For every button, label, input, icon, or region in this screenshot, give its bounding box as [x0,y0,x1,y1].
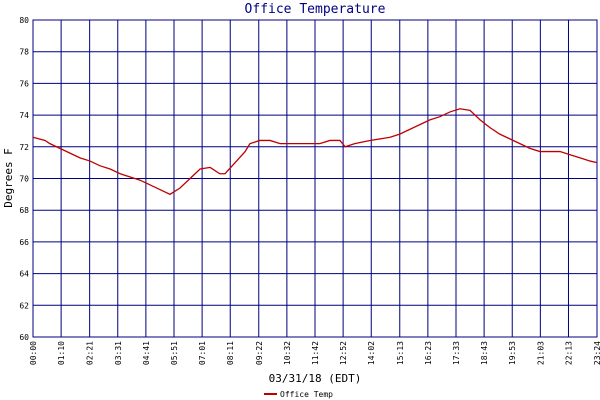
y-tick-label: 64 [19,270,29,279]
y-axis-label: Degrees F [2,148,15,208]
x-tick-label: 14:02 [367,341,376,365]
x-axis-label: 03/31/18 (EDT) [269,372,362,385]
data-line [32,108,598,196]
x-tick-label: 22:13 [564,341,573,365]
x-tick-label: 17:33 [452,341,461,365]
x-tick-label: 00:00 [29,341,38,365]
legend-label: Office Temp [280,390,333,399]
y-tick-label: 62 [19,301,29,310]
y-tick-label: 78 [19,48,29,57]
x-tick-label: 05:51 [170,341,179,365]
chart-title: Office Temperature [245,2,386,17]
x-tick-label: 09:22 [255,341,264,365]
y-tick-label: 68 [19,206,29,215]
y-tick-label: 70 [19,175,29,184]
y-tick-label: 74 [19,111,29,120]
x-tick-label: 18:43 [480,341,489,365]
x-tick-label: 11:42 [311,341,320,365]
x-tick-label: 02:21 [86,341,95,365]
x-tick-label: 15:13 [396,341,405,365]
y-tick-label: 60 [19,333,29,342]
x-tick-label: 04:41 [142,341,151,365]
x-tick-label: 07:01 [198,341,207,365]
x-tick-label: 23:24 [593,341,600,365]
y-tick-label: 72 [19,143,29,152]
plot-border [32,19,598,338]
x-tick-label: 10:32 [283,341,292,365]
x-tick-label: 01:10 [57,341,66,365]
y-tick-label: 66 [19,238,29,247]
y-tick-label: 80 [19,16,29,25]
x-tick-label: 19:53 [508,341,517,365]
x-tick-label: 16:23 [424,341,433,365]
x-tick-label: 03:31 [114,341,123,365]
y-tick-label: 76 [19,79,29,88]
x-tick-label: 12:52 [339,341,348,365]
x-tick-label: 21:03 [536,341,545,365]
x-tick-label: 08:11 [226,341,235,365]
